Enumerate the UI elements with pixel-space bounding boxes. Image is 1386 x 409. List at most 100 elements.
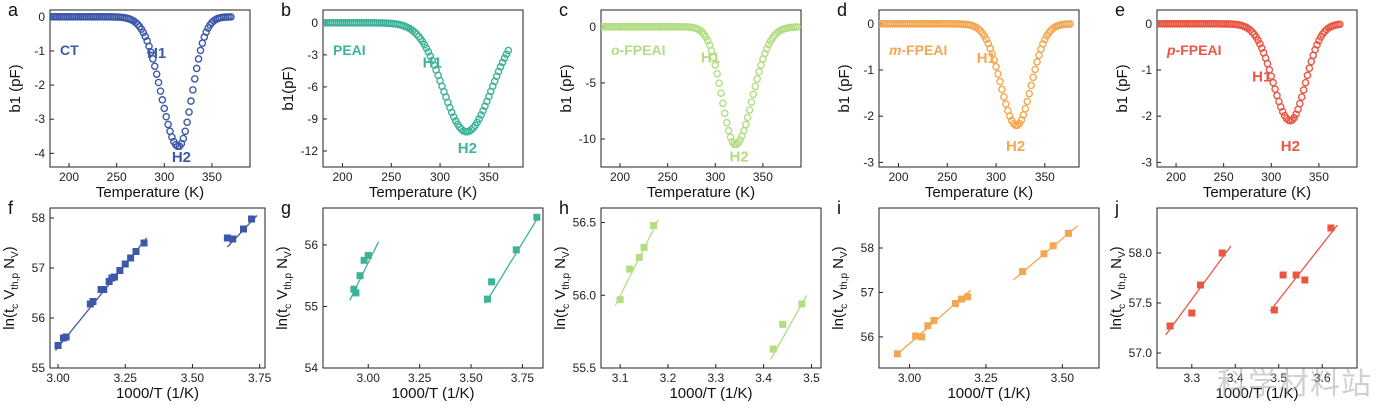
data-point <box>964 293 972 301</box>
x-tick-label: 3.5 <box>803 371 820 385</box>
data-point <box>893 350 901 358</box>
data-point <box>635 253 643 261</box>
y-tick-label: 0 <box>311 16 318 30</box>
data-point <box>149 55 157 63</box>
data-point <box>726 133 735 142</box>
chart-panel-d: d 200 250 300 350 0 -1 -2 -3 Temperature (K) b1 (p… <box>836 0 1080 201</box>
data-point <box>912 332 920 340</box>
x-tick-label: 3.4 <box>755 371 772 385</box>
plot-frame <box>49 9 251 168</box>
y-tick-label: -1 <box>34 44 45 58</box>
chart-panel-g: g 3.00 3.25 3.50 3.75 54 55 56 1000/T (1/K) ln(tc… <box>274 198 544 402</box>
y-tick-label: 57.5 <box>1129 296 1153 310</box>
y-tick-label: -2 <box>34 78 45 92</box>
data-point <box>1297 93 1306 101</box>
chart-panel-b: b 200 250 300 350 0 -3 -6 -9 -12 Temperature (K) b1… <box>280 0 524 201</box>
data-point <box>992 62 1000 71</box>
data-point <box>1027 81 1035 90</box>
data-point <box>1307 57 1316 66</box>
chart-panel-f: f 3.00 3.25 3.50 3.75 55 56 57 58 1000/T (1/K) ln(… <box>1 198 272 402</box>
data-point <box>1305 64 1314 73</box>
data-point <box>650 221 658 229</box>
y-tick-label: 58.0 <box>1129 246 1153 260</box>
data-point <box>958 295 965 303</box>
y-axis-label: b1 (pF) <box>836 64 853 112</box>
x-tick-label: 3.2 <box>660 371 677 385</box>
data-point <box>741 120 750 129</box>
data-point <box>1279 271 1287 279</box>
x-tick-label: 3.4 <box>1227 371 1244 385</box>
plot-area <box>1165 224 1338 336</box>
y-axis-label: ln(tc Vth,p NV) <box>552 246 572 329</box>
data-point <box>1029 73 1037 82</box>
y-tick-label: 55 <box>32 361 46 375</box>
x-axis-label: 1000/T (1/K) <box>116 385 199 402</box>
data-point <box>1031 65 1039 74</box>
data-point <box>1021 104 1030 113</box>
plot-frame <box>1156 9 1358 168</box>
data-point <box>424 48 433 56</box>
data-point <box>410 28 419 37</box>
x-tick-label: 3.00 <box>357 371 381 385</box>
y-tick-label: 56.5 <box>573 216 597 230</box>
peak-annotation: H1 <box>423 55 442 72</box>
x-tick-label: 3.25 <box>408 371 432 385</box>
data-point <box>1033 58 1041 66</box>
plot-frame <box>322 9 524 168</box>
data-point <box>715 79 723 87</box>
peak-annotation: H2 <box>1006 138 1025 155</box>
data-point <box>1336 20 1344 29</box>
data-point <box>156 87 165 95</box>
x-tick-label: 350 <box>1035 170 1055 184</box>
data-point <box>412 30 421 39</box>
data-point <box>640 243 648 251</box>
x-tick-label: 3.75 <box>511 371 535 385</box>
data-point <box>1254 36 1262 44</box>
data-point <box>1313 41 1321 49</box>
data-point <box>449 113 458 121</box>
x-axis-label: 1000/T (1/K) <box>947 385 1030 402</box>
data-point <box>749 90 758 99</box>
y-tick-label: 57.0 <box>1129 346 1153 360</box>
data-point <box>356 272 364 280</box>
y-tick-label: -2 <box>1141 109 1152 123</box>
data-point <box>494 67 503 76</box>
data-point <box>743 113 752 122</box>
y-axis-label: b1 (pF) <box>558 64 575 112</box>
data-point <box>502 50 511 59</box>
data-point <box>1267 72 1276 80</box>
data-point <box>483 295 491 303</box>
data-point <box>1013 121 1022 130</box>
x-tick-label: 250 <box>1214 170 1234 184</box>
data-point <box>187 97 195 105</box>
x-tick-label: 3.75 <box>248 371 272 385</box>
chart-panel-e: e 200 250 300 350 0 -1 -2 -3 Temperature (K) b1 (p… <box>1114 0 1358 201</box>
data-point <box>426 52 435 60</box>
data-point <box>709 53 718 62</box>
data-point <box>150 62 159 71</box>
data-point <box>422 44 431 52</box>
x-axis-label: 1000/T (1/K) <box>391 385 474 402</box>
data-point <box>1040 250 1048 258</box>
data-point <box>713 69 721 78</box>
y-tick-label: 56 <box>861 330 875 344</box>
data-point <box>1301 78 1310 87</box>
y-tick-label: 55 <box>305 299 319 313</box>
data-point <box>350 285 358 293</box>
x-tick-label: 3.00 <box>898 371 922 385</box>
x-tick-label: 3.3 <box>1183 371 1200 385</box>
data-point <box>1256 40 1264 48</box>
data-point <box>762 44 771 53</box>
data-point <box>1005 112 1014 120</box>
data-point <box>918 333 926 341</box>
y-tick-label: 58 <box>861 241 875 255</box>
data-point <box>711 61 720 69</box>
data-point <box>701 33 710 41</box>
peak-annotation: H1 <box>701 50 720 67</box>
data-point <box>496 63 505 71</box>
data-point <box>1039 40 1047 48</box>
data-point <box>164 120 172 129</box>
x-tick-label: 300 <box>1261 170 1281 184</box>
legend-label: m-FPEAI <box>889 42 947 58</box>
